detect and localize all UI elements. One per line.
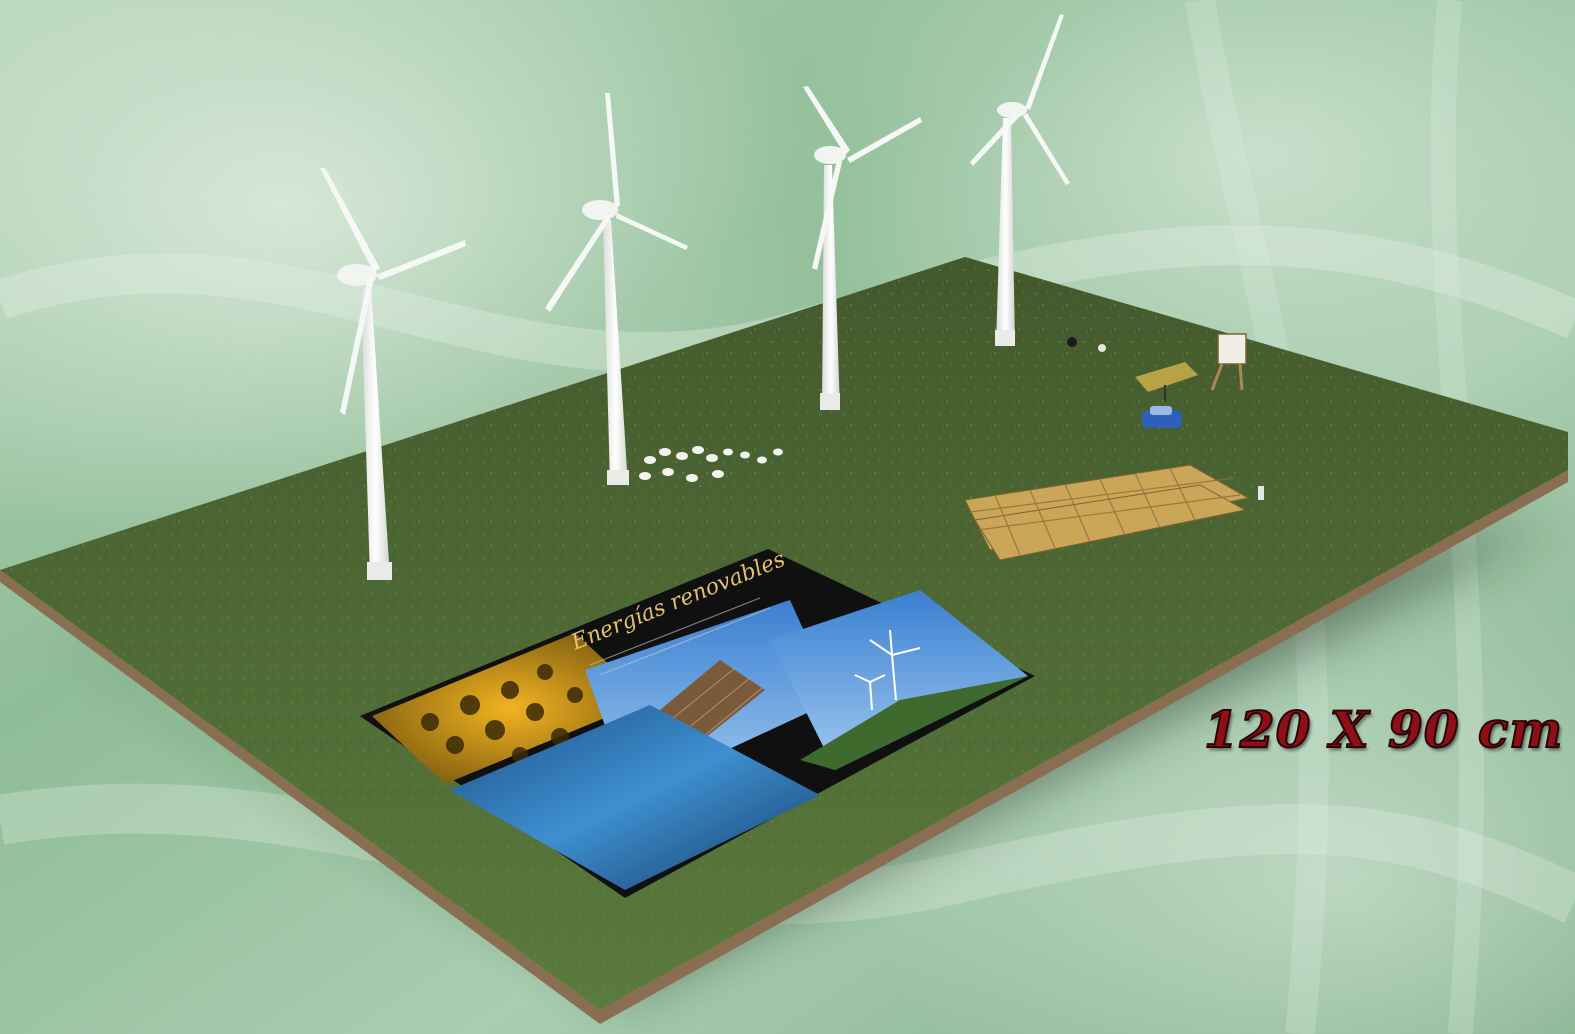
- dimension-label: 120 X 90 cm: [1203, 699, 1564, 760]
- wind-turbine: [970, 14, 1070, 346]
- figure-model: [1067, 337, 1077, 347]
- sheep-flock: [639, 446, 783, 482]
- wind-turbine: [320, 168, 466, 580]
- signboard-model: [1210, 333, 1247, 391]
- renewable-energy-poster: Energías renovables: [360, 547, 1035, 898]
- wind-turbines-photo: [770, 590, 1028, 770]
- figure-model: [1258, 486, 1264, 500]
- figure-model: [1098, 344, 1106, 352]
- solar-panel-field: [964, 464, 1250, 561]
- wind-turbine: [545, 93, 688, 485]
- solar-tracker-model: [1135, 362, 1198, 402]
- car-model: [1142, 406, 1182, 428]
- sunflower-photo: [372, 633, 648, 784]
- water-photo: [450, 705, 820, 890]
- wind-turbine: [803, 86, 922, 410]
- board-edge: [0, 470, 1568, 1024]
